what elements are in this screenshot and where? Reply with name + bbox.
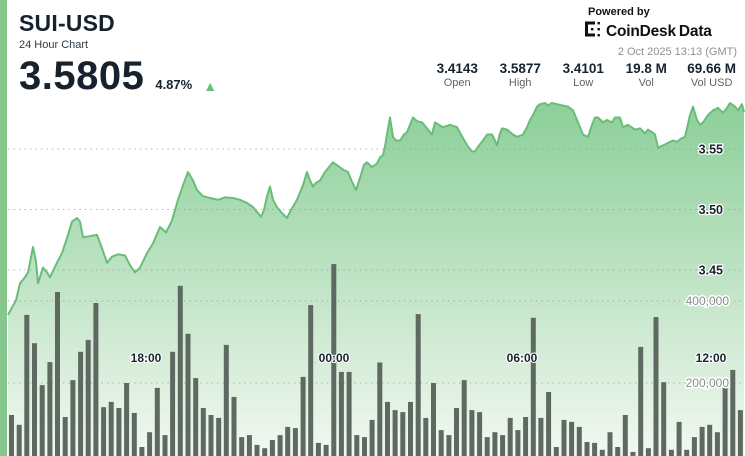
chart-header: SUI-USD 24 Hour Chart 3.5805 4.87% ▲ (19, 10, 218, 98)
stat-vol: 19.8 M Vol (624, 61, 668, 89)
coindesk-logo[interactable]: CoinDesk Data (585, 21, 737, 42)
up-triangle-icon: ▲ (203, 77, 218, 94)
stat-low: 3.4101 Low (561, 61, 605, 89)
stat-low-value: 3.4101 (562, 61, 604, 76)
stat-open: 3.4143 Open (435, 61, 479, 89)
svg-text:3.55: 3.55 (699, 143, 723, 157)
current-price: 3.5805 (19, 54, 145, 98)
brand-block: Powered by CoinDesk Data 2 Oct 2025 13:1… (585, 6, 737, 58)
stat-vol-usd-label: Vol USD (690, 77, 733, 89)
stat-high-value: 3.5877 (499, 61, 541, 76)
svg-text:3.45: 3.45 (699, 264, 723, 278)
stat-high: 3.5877 High (498, 61, 542, 89)
accent-bar (0, 0, 7, 456)
symbol-title: SUI-USD (19, 10, 115, 36)
price-row: 3.5805 4.87% ▲ (19, 54, 218, 98)
price-change-percent: 4.87% (155, 76, 193, 92)
timestamp: 2 Oct 2025 13:13 (GMT) (617, 46, 737, 58)
svg-text:200,000: 200,000 (686, 376, 730, 390)
stat-low-label: Low (573, 77, 594, 89)
ohlcv-stats-row: 3.4143 Open 3.5877 High 3.4101 Low 19.8 … (435, 61, 736, 89)
stat-vol-usd-value: 69.66 M (687, 61, 736, 76)
stat-vol-usd: 69.66 M Vol USD (687, 61, 736, 89)
coindesk-logo-icon (585, 21, 601, 42)
stat-open-label: Open (443, 77, 471, 89)
chart-period-subtitle: 24 Hour Chart (19, 39, 89, 51)
svg-text:18:00: 18:00 (131, 351, 162, 365)
stat-open-value: 3.4143 (436, 61, 478, 76)
stat-vol-label: Vol (638, 77, 654, 89)
stat-vol-value: 19.8 M (625, 61, 667, 76)
coindesk-logo-word-1: CoinDesk (606, 22, 676, 40)
powered-by-label: Powered by (588, 6, 650, 18)
stat-high-label: High (508, 77, 532, 89)
coindesk-logo-word-2: Data (678, 22, 712, 40)
svg-text:400,000: 400,000 (686, 294, 730, 308)
svg-text:06:00: 06:00 (507, 351, 538, 365)
svg-text:3.50: 3.50 (699, 203, 723, 217)
coindesk-logo-text: CoinDesk Data (606, 23, 712, 41)
svg-text:00:00: 00:00 (319, 351, 350, 365)
svg-text:12:00: 12:00 (696, 351, 727, 365)
